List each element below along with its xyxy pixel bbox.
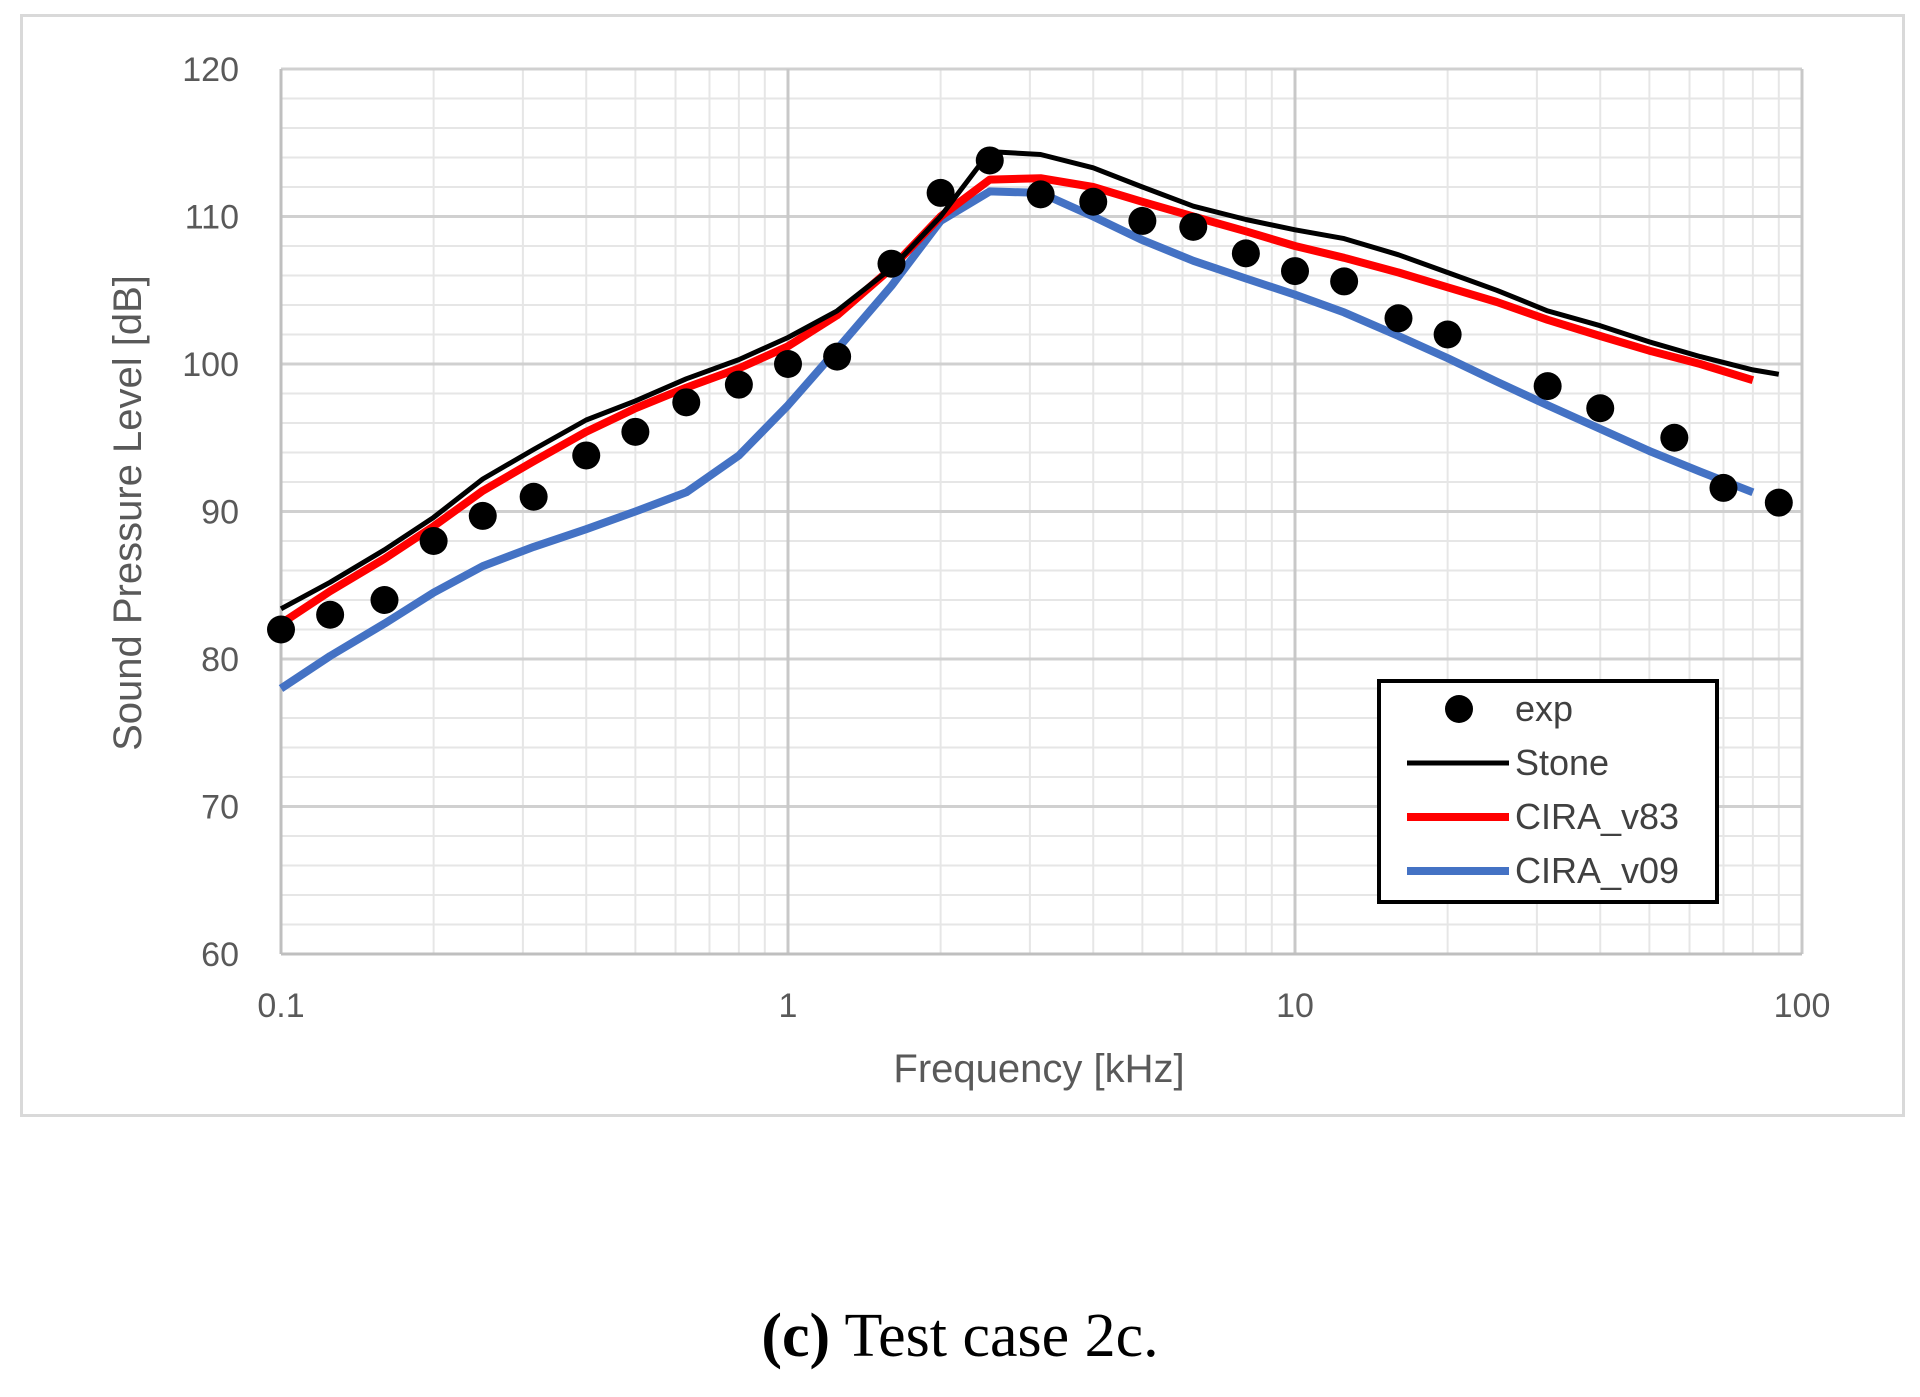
data-point-exp (468, 501, 497, 530)
y-tick-label: 120 (182, 51, 239, 89)
data-point-exp (1281, 257, 1309, 286)
series-layer (267, 146, 1793, 692)
data-point-exp (823, 342, 852, 371)
legend-label-stone: Stone (1515, 742, 1609, 783)
y-tick-label: 80 (201, 641, 239, 679)
y-tick-label: 70 (201, 789, 239, 827)
x-tick-label: 0.1 (257, 987, 304, 1025)
data-point-exp (774, 350, 802, 378)
data-point-exp (419, 527, 448, 555)
series-line-stone (279, 149, 1780, 612)
data-point-exp (1026, 180, 1055, 209)
series-line-cira-v09 (278, 187, 1755, 692)
data-point-exp (1330, 267, 1359, 296)
data-point-exp (1384, 304, 1413, 333)
data-point-exp (572, 441, 601, 470)
data-point-exp (1533, 372, 1562, 401)
series-line-cira-v83 (278, 174, 1755, 627)
legend-box (1377, 679, 1719, 904)
y-tick-label: 90 (201, 494, 239, 532)
data-point-exp (926, 178, 955, 207)
y-axis-title: Sound Pressure Level [dB] (106, 275, 150, 751)
y-tick-label: 100 (182, 346, 239, 384)
data-point-exp (1660, 423, 1689, 452)
data-point-exp (1709, 473, 1738, 502)
data-point-exp (316, 600, 345, 629)
data-point-exp (1179, 212, 1208, 241)
x-tick-label: 10 (1276, 987, 1314, 1025)
x-tick-label: 1 (779, 987, 798, 1025)
y-tick-label: 60 (201, 936, 239, 974)
data-point-exp (370, 586, 399, 614)
data-point-exp (1586, 394, 1615, 423)
y-tick-label: 110 (185, 199, 239, 237)
legend-marker-exp (1445, 695, 1473, 723)
axes (279, 69, 1802, 956)
data-point-exp (519, 482, 548, 511)
data-point-exp (877, 249, 906, 278)
caption-label: (c) (761, 1302, 831, 1370)
legend-label-exp: exp (1515, 688, 1573, 729)
data-point-exp (1764, 488, 1793, 517)
data-point-exp (267, 615, 295, 644)
data-point-exp (975, 146, 1004, 175)
data-point-exp (1128, 206, 1157, 235)
legend: exp Stone CIRA_v83 CIRA_v09 (1377, 679, 1719, 904)
data-point-exp (621, 417, 650, 446)
x-axis-title: Frequency [kHz] (893, 1047, 1184, 1091)
legend-label-cira-v83: CIRA_v83 (1515, 796, 1679, 837)
caption-text: Test case 2c. (844, 1302, 1159, 1370)
data-point-exp (1079, 187, 1108, 216)
data-point-exp (1231, 239, 1260, 268)
data-point-exp (724, 370, 753, 399)
data-point-exp (672, 388, 701, 417)
x-tick-label: 100 (1774, 987, 1831, 1025)
legend-label-cira-v09: CIRA_v09 (1515, 850, 1679, 891)
data-point-exp (1433, 320, 1462, 349)
figure-caption: (c) Test case 2c. (0, 1305, 1920, 1367)
